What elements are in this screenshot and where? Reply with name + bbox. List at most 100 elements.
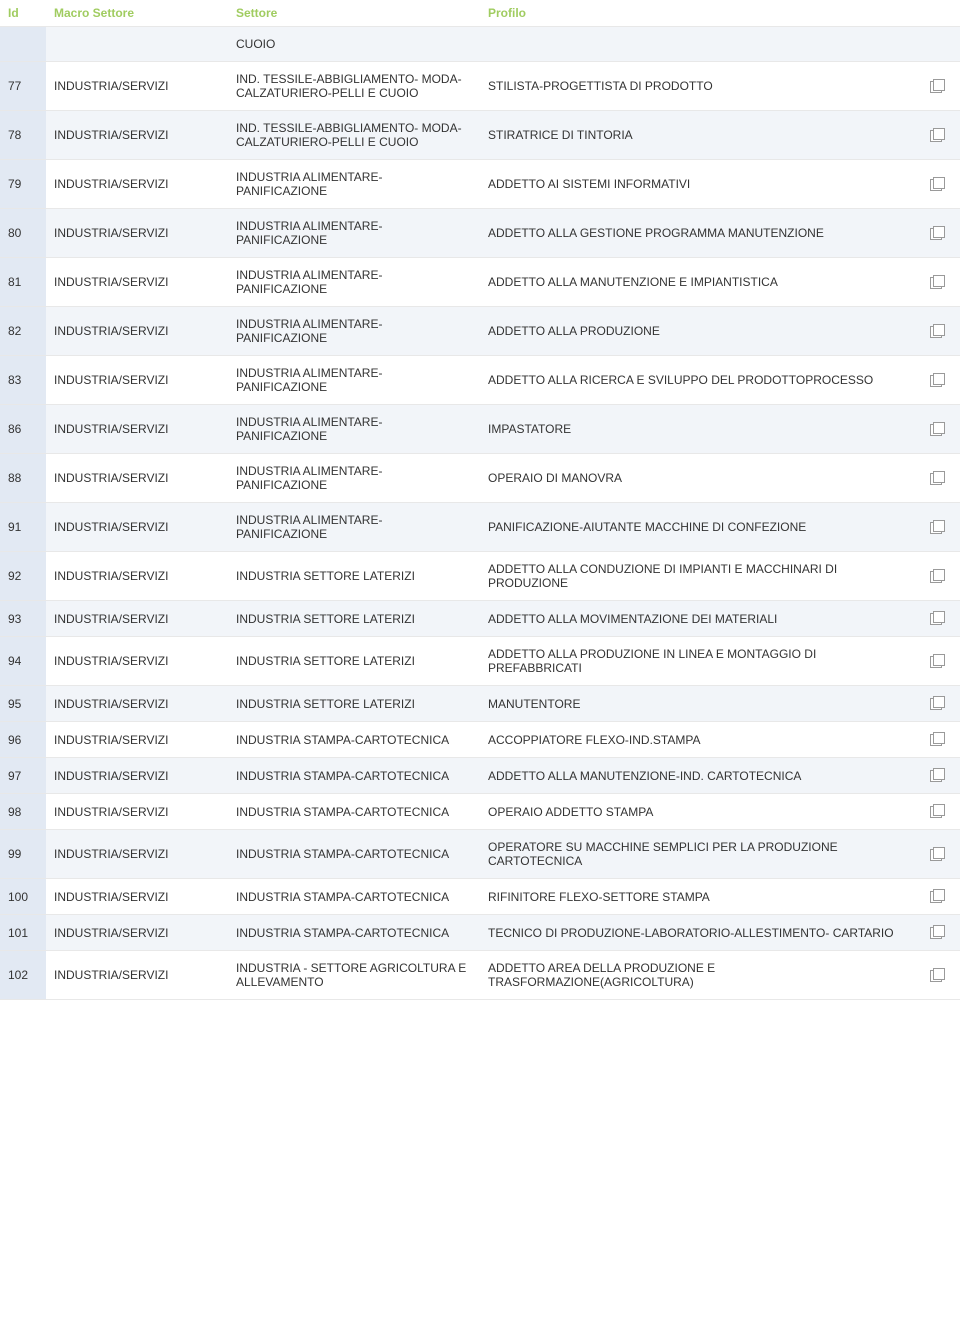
open-detail-icon[interactable]: [930, 654, 944, 666]
open-detail-icon[interactable]: [930, 889, 944, 901]
open-detail-icon[interactable]: [930, 373, 944, 385]
cell-profilo: OPERATORE SU MACCHINE SEMPLICI PER LA PR…: [480, 830, 914, 879]
cell-settore: INDUSTRIA STAMPA-CARTOTECNICA: [228, 794, 480, 830]
cell-settore: INDUSTRIA STAMPA-CARTOTECNICA: [228, 915, 480, 951]
table-row: 96INDUSTRIA/SERVIZIINDUSTRIA STAMPA-CART…: [0, 722, 960, 758]
cell-id: 88: [0, 454, 46, 503]
cell-settore: INDUSTRIA - SETTORE AGRICOLTURA E ALLEVA…: [228, 951, 480, 1000]
cell-settore: INDUSTRIA ALIMENTARE-PANIFICAZIONE: [228, 307, 480, 356]
cell-settore: INDUSTRIA ALIMENTARE-PANIFICAZIONE: [228, 258, 480, 307]
open-detail-icon[interactable]: [930, 968, 944, 980]
cell-macro-settore: INDUSTRIA/SERVIZI: [46, 552, 228, 601]
cell-profilo: [480, 27, 914, 62]
table-row: 100INDUSTRIA/SERVIZIINDUSTRIA STAMPA-CAR…: [0, 879, 960, 915]
cell-macro-settore: INDUSTRIA/SERVIZI: [46, 637, 228, 686]
cell-settore: INDUSTRIA STAMPA-CARTOTECNICA: [228, 830, 480, 879]
cell-macro-settore: INDUSTRIA/SERVIZI: [46, 160, 228, 209]
header-id[interactable]: Id: [0, 0, 46, 27]
open-detail-icon[interactable]: [930, 804, 944, 816]
cell-profilo: PANIFICAZIONE-AIUTANTE MACCHINE DI CONFE…: [480, 503, 914, 552]
header-profilo[interactable]: Profilo: [480, 0, 914, 27]
table-row: 91INDUSTRIA/SERVIZIINDUSTRIA ALIMENTARE-…: [0, 503, 960, 552]
cell-macro-settore: INDUSTRIA/SERVIZI: [46, 503, 228, 552]
cell-id: 102: [0, 951, 46, 1000]
cell-macro-settore: INDUSTRIA/SERVIZI: [46, 405, 228, 454]
cell-profilo: RIFINITORE FLEXO-SETTORE STAMPA: [480, 879, 914, 915]
table-body: CUOIO77INDUSTRIA/SERVIZIIND. TESSILE-ABB…: [0, 27, 960, 1000]
cell-macro-settore: INDUSTRIA/SERVIZI: [46, 601, 228, 637]
cell-profilo: ADDETTO AI SISTEMI INFORMATIVI: [480, 160, 914, 209]
cell-action: [914, 879, 960, 915]
open-detail-icon[interactable]: [930, 471, 944, 483]
cell-action: [914, 111, 960, 160]
cell-id: 83: [0, 356, 46, 405]
table-row: 95INDUSTRIA/SERVIZIINDUSTRIA SETTORE LAT…: [0, 686, 960, 722]
open-detail-icon[interactable]: [930, 925, 944, 937]
cell-settore: INDUSTRIA ALIMENTARE-PANIFICAZIONE: [228, 503, 480, 552]
table-row: 77INDUSTRIA/SERVIZIIND. TESSILE-ABBIGLIA…: [0, 62, 960, 111]
cell-action: [914, 27, 960, 62]
open-detail-icon[interactable]: [930, 569, 944, 581]
cell-id: 94: [0, 637, 46, 686]
open-detail-icon[interactable]: [930, 732, 944, 744]
cell-profilo: IMPASTATORE: [480, 405, 914, 454]
open-detail-icon[interactable]: [930, 177, 944, 189]
cell-settore: INDUSTRIA SETTORE LATERIZI: [228, 686, 480, 722]
cell-macro-settore: INDUSTRIA/SERVIZI: [46, 258, 228, 307]
cell-action: [914, 209, 960, 258]
cell-macro-settore: INDUSTRIA/SERVIZI: [46, 686, 228, 722]
cell-action: [914, 951, 960, 1000]
cell-id: 81: [0, 258, 46, 307]
data-table: Id Macro Settore Settore Profilo CUOIO77…: [0, 0, 960, 1000]
open-detail-icon[interactable]: [930, 128, 944, 140]
cell-action: [914, 601, 960, 637]
table-row: 93INDUSTRIA/SERVIZIINDUSTRIA SETTORE LAT…: [0, 601, 960, 637]
open-detail-icon[interactable]: [930, 226, 944, 238]
cell-settore: IND. TESSILE-ABBIGLIAMENTO- MODA-CALZATU…: [228, 62, 480, 111]
cell-id: 97: [0, 758, 46, 794]
cell-id: 95: [0, 686, 46, 722]
cell-macro-settore: INDUSTRIA/SERVIZI: [46, 209, 228, 258]
open-detail-icon[interactable]: [930, 324, 944, 336]
cell-action: [914, 503, 960, 552]
table-row: 81INDUSTRIA/SERVIZIINDUSTRIA ALIMENTARE-…: [0, 258, 960, 307]
cell-id: 93: [0, 601, 46, 637]
cell-profilo: OPERAIO DI MANOVRA: [480, 454, 914, 503]
cell-action: [914, 758, 960, 794]
cell-settore: INDUSTRIA SETTORE LATERIZI: [228, 637, 480, 686]
cell-id: 80: [0, 209, 46, 258]
cell-macro-settore: INDUSTRIA/SERVIZI: [46, 915, 228, 951]
table-row: 94INDUSTRIA/SERVIZIINDUSTRIA SETTORE LAT…: [0, 637, 960, 686]
open-detail-icon[interactable]: [930, 611, 944, 623]
cell-id: 78: [0, 111, 46, 160]
cell-action: [914, 686, 960, 722]
open-detail-icon[interactable]: [930, 696, 944, 708]
table-row: 86INDUSTRIA/SERVIZIINDUSTRIA ALIMENTARE-…: [0, 405, 960, 454]
open-detail-icon[interactable]: [930, 275, 944, 287]
open-detail-icon[interactable]: [930, 79, 944, 91]
cell-action: [914, 454, 960, 503]
cell-id: 98: [0, 794, 46, 830]
table-row: 99INDUSTRIA/SERVIZIINDUSTRIA STAMPA-CART…: [0, 830, 960, 879]
cell-id: 92: [0, 552, 46, 601]
header-action: [914, 0, 960, 27]
open-detail-icon[interactable]: [930, 847, 944, 859]
cell-id: 99: [0, 830, 46, 879]
cell-id: 77: [0, 62, 46, 111]
cell-profilo: ADDETTO ALLA MANUTENZIONE E IMPIANTISTIC…: [480, 258, 914, 307]
cell-profilo: ADDETTO ALLA MANUTENZIONE-IND. CARTOTECN…: [480, 758, 914, 794]
cell-macro-settore: [46, 27, 228, 62]
cell-action: [914, 405, 960, 454]
cell-settore: INDUSTRIA ALIMENTARE-PANIFICAZIONE: [228, 356, 480, 405]
header-macro-settore[interactable]: Macro Settore: [46, 0, 228, 27]
cell-id: 79: [0, 160, 46, 209]
header-settore[interactable]: Settore: [228, 0, 480, 27]
open-detail-icon[interactable]: [930, 520, 944, 532]
table-row: 97INDUSTRIA/SERVIZIINDUSTRIA STAMPA-CART…: [0, 758, 960, 794]
cell-profilo: TECNICO DI PRODUZIONE-LABORATORIO-ALLEST…: [480, 915, 914, 951]
open-detail-icon[interactable]: [930, 768, 944, 780]
cell-profilo: ADDETTO ALLA PRODUZIONE IN LINEA E MONTA…: [480, 637, 914, 686]
open-detail-icon[interactable]: [930, 422, 944, 434]
cell-action: [914, 722, 960, 758]
table-row: 101INDUSTRIA/SERVIZIINDUSTRIA STAMPA-CAR…: [0, 915, 960, 951]
